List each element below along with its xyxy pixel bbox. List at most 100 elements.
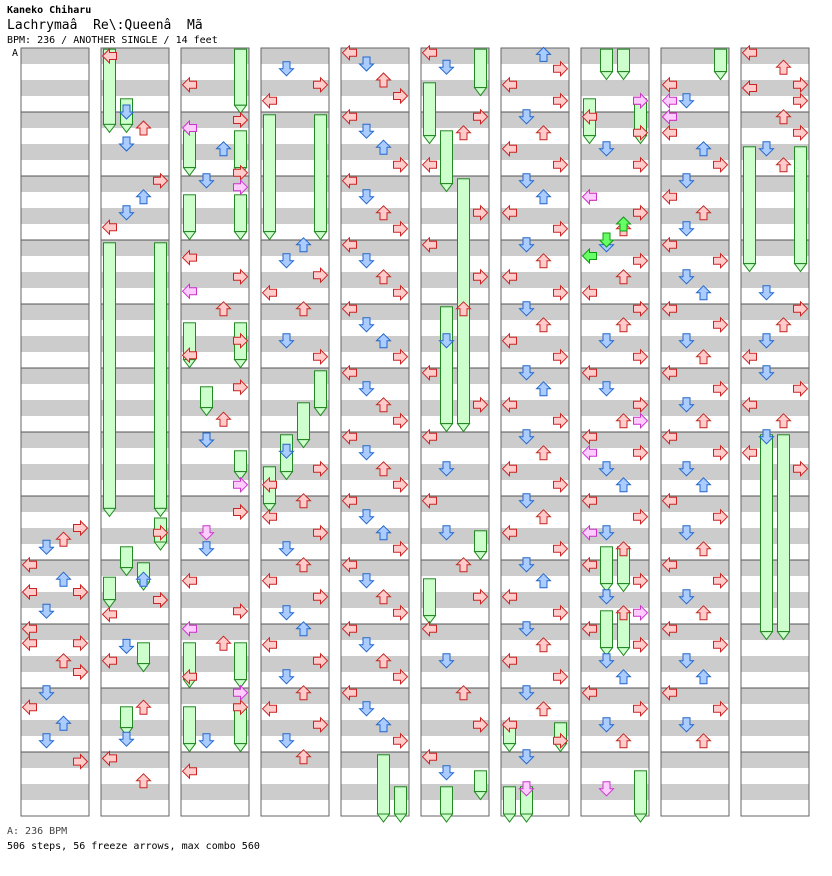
step-arrow: [501, 716, 517, 734]
row-stripe: [421, 80, 489, 96]
row-stripe: [341, 240, 409, 256]
step-arrow: [261, 508, 277, 526]
step-arrow: [553, 412, 569, 430]
step-arrow: [313, 652, 329, 670]
row-stripe: [341, 176, 409, 192]
row-stripe: [261, 240, 329, 256]
row-stripe: [261, 736, 329, 752]
row-stripe: [261, 160, 329, 176]
freeze-arrow: [377, 754, 390, 815]
row-stripe: [661, 352, 729, 368]
row-stripe: [181, 672, 249, 688]
step-arrow: [713, 444, 729, 462]
row-stripe: [581, 432, 649, 448]
row-stripe: [741, 736, 809, 752]
step-arrow: [358, 509, 375, 525]
row-stripe: [741, 448, 809, 464]
row-stripe: [501, 288, 569, 304]
step-arrow: [438, 59, 455, 75]
row-stripe: [181, 544, 249, 560]
row-stripe: [181, 336, 249, 352]
step-arrow: [438, 765, 455, 781]
row-stripe: [741, 576, 809, 592]
step-arrow: [21, 620, 37, 638]
column-border: [500, 47, 570, 817]
row-stripe: [261, 768, 329, 784]
row-stripe: [501, 432, 569, 448]
row-stripe: [101, 464, 169, 480]
row-stripe: [341, 304, 409, 320]
row-stripe: [421, 128, 489, 144]
row-stripe: [661, 288, 729, 304]
row-stripe: [181, 624, 249, 640]
step-arrow: [393, 87, 409, 105]
row-stripe: [501, 688, 569, 704]
column-border: [420, 47, 490, 817]
step-arrow: [358, 573, 375, 589]
shock-arrow: [233, 178, 249, 196]
row-stripe: [581, 576, 649, 592]
row-stripe: [421, 512, 489, 528]
row-stripe: [581, 160, 649, 176]
row-stripe: [501, 128, 569, 144]
step-arrow: [678, 717, 695, 733]
step-arrow: [633, 700, 649, 718]
step-arrow: [278, 253, 295, 269]
row-stripe: [421, 256, 489, 272]
row-stripe: [341, 256, 409, 272]
row-stripe: [21, 784, 89, 800]
step-arrow: [633, 348, 649, 366]
freeze-tail: [759, 631, 774, 641]
freeze-arrow: [137, 642, 150, 665]
step-arrow: [233, 503, 249, 521]
step-arrow: [758, 333, 775, 349]
row-stripe: [341, 112, 409, 128]
step-arrow: [661, 236, 677, 254]
freeze-tail: [456, 423, 471, 433]
step-arrow: [375, 589, 392, 605]
row-stripe: [501, 112, 569, 128]
row-stripe: [741, 512, 809, 528]
step-arrow: [661, 684, 677, 702]
row-stripe: [261, 720, 329, 736]
freeze-tail: [233, 471, 248, 481]
step-arrow: [135, 189, 152, 205]
step-arrow: [341, 428, 357, 446]
step-arrow: [455, 301, 472, 317]
row-stripe: [741, 288, 809, 304]
step-arrow: [295, 557, 312, 573]
shock-arrow: [581, 444, 597, 462]
row-stripe: [501, 624, 569, 640]
step-arrow: [758, 141, 775, 157]
step-arrow: [518, 749, 535, 765]
freeze-arrow: [474, 770, 487, 793]
row-stripe: [101, 640, 169, 656]
step-arrow: [695, 541, 712, 557]
step-arrow: [73, 634, 89, 652]
row-stripe: [741, 112, 809, 128]
chart-column: [100, 47, 170, 817]
step-arrow: [581, 108, 597, 126]
step-arrow: [615, 317, 632, 333]
step-arrow: [181, 668, 197, 686]
row-stripe: [661, 528, 729, 544]
step-arrow: [153, 524, 169, 542]
row-stripe: [581, 272, 649, 288]
row-stripe: [101, 336, 169, 352]
step-arrow: [581, 620, 597, 638]
row-stripe: [261, 272, 329, 288]
step-arrow: [741, 396, 757, 414]
row-stripe: [741, 496, 809, 512]
row-stripe: [181, 576, 249, 592]
row-stripe: [101, 48, 169, 64]
row-stripe: [741, 656, 809, 672]
step-arrow: [793, 460, 809, 478]
step-arrow: [438, 653, 455, 669]
row-stripe: [21, 752, 89, 768]
step-arrow: [215, 301, 232, 317]
row-stripe: [741, 144, 809, 160]
step-arrow: [341, 684, 357, 702]
row-stripe: [661, 240, 729, 256]
green-arrow: [581, 247, 597, 265]
row-stripe: [181, 128, 249, 144]
